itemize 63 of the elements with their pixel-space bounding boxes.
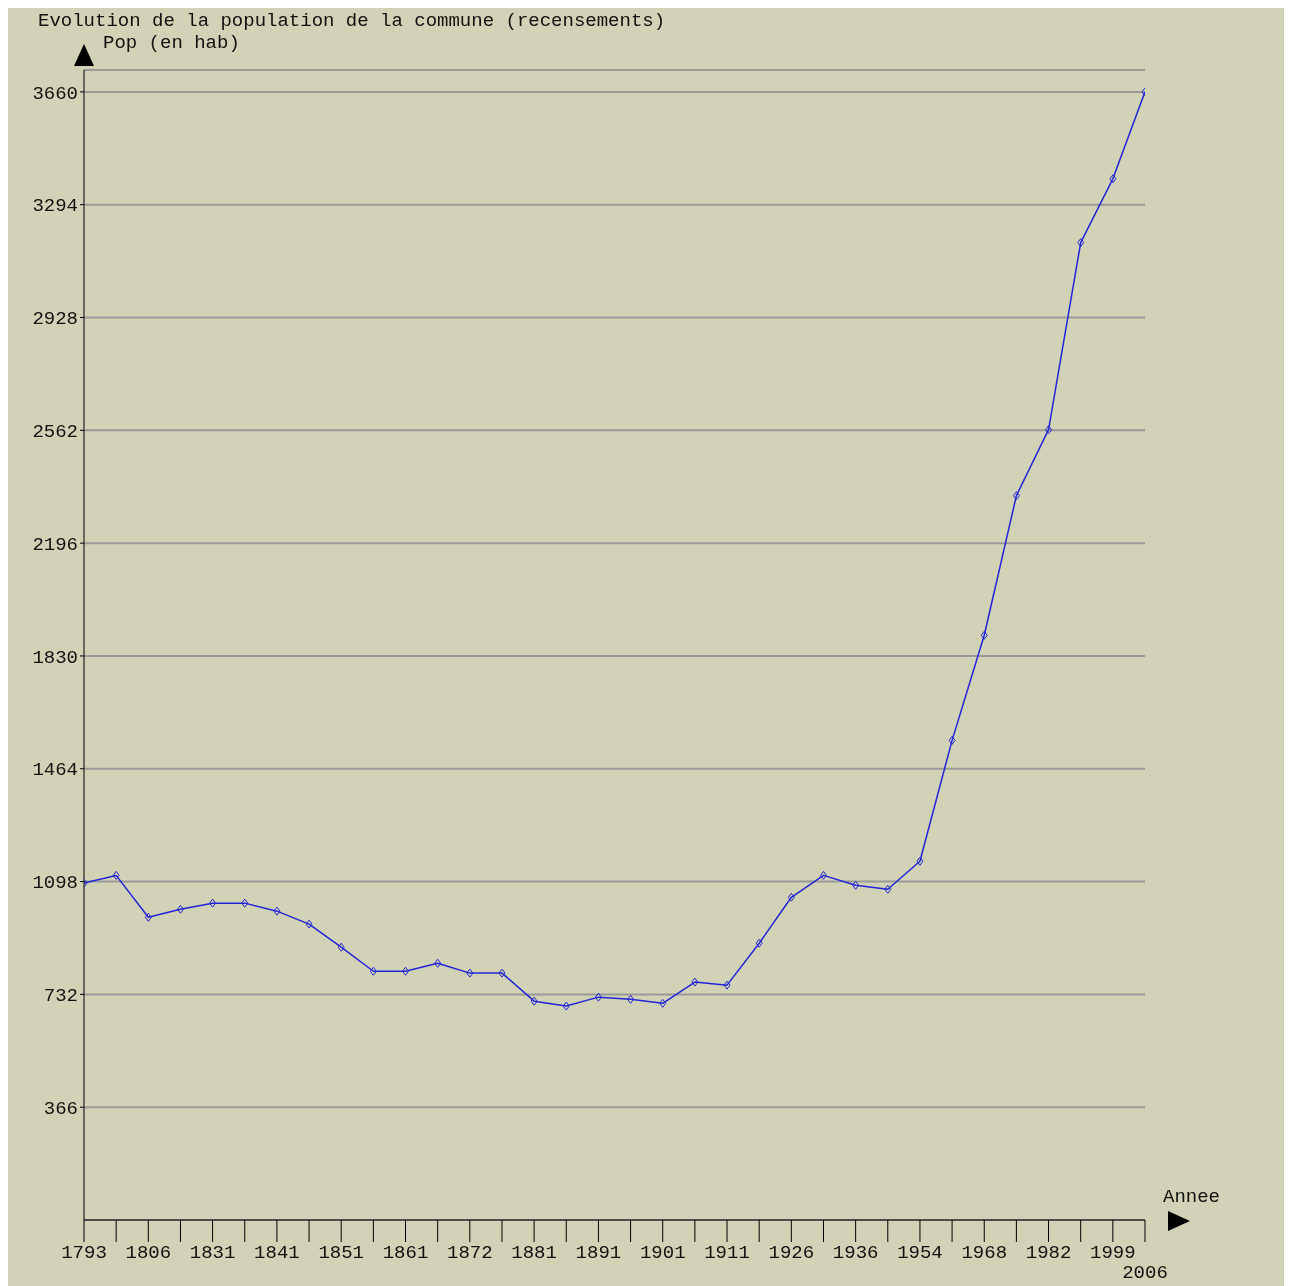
y-tick-label: 2562 — [32, 421, 78, 444]
point — [144, 912, 152, 922]
point — [369, 966, 377, 976]
x-tick-label: 1881 — [511, 1242, 557, 1264]
x-tick-label: 1891 — [575, 1242, 622, 1264]
point — [659, 998, 667, 1008]
point — [1077, 238, 1085, 248]
x-tick-label: 1861 — [382, 1242, 429, 1264]
point — [112, 870, 120, 880]
point — [819, 870, 827, 880]
x-axis-title: Annee — [1163, 1186, 1221, 1208]
point — [723, 980, 731, 990]
y-tick-label: 1098 — [32, 872, 78, 895]
point — [594, 992, 602, 1002]
point — [884, 884, 892, 894]
point — [691, 977, 699, 987]
point — [562, 1001, 570, 1011]
x-tick-label: 1954 — [897, 1242, 943, 1264]
point — [530, 996, 538, 1006]
point — [755, 938, 763, 948]
point — [852, 880, 860, 890]
point — [305, 919, 313, 929]
point — [209, 898, 217, 908]
y-tick-label: 1830 — [32, 646, 78, 669]
point — [273, 906, 281, 916]
x-tick-label: 1841 — [254, 1242, 300, 1264]
x-tick-label: 1901 — [639, 1242, 686, 1264]
x-tick-label: 1831 — [189, 1242, 236, 1264]
x-tick-label: 1806 — [125, 1242, 172, 1264]
y-tick-label: 2928 — [32, 308, 78, 331]
x-tick-label: 1851 — [318, 1242, 365, 1264]
point — [466, 968, 474, 978]
x-tick-label: 1911 — [704, 1242, 750, 1264]
y-tick-label: 2196 — [32, 533, 78, 556]
point — [627, 994, 635, 1004]
point — [948, 735, 956, 745]
x-tick-label: 1999 — [1090, 1242, 1136, 1264]
y-tick-label: 3660 — [32, 82, 78, 105]
point — [1109, 174, 1117, 184]
y-axis-title: Pop (en hab) — [103, 32, 240, 54]
y-tick-label: 366 — [43, 1097, 78, 1120]
x-tick-label: 1936 — [832, 1242, 879, 1264]
point — [337, 942, 345, 952]
point — [434, 958, 442, 968]
x-tick-label: 1968 — [961, 1242, 1008, 1264]
x-tick-label: 2006 — [1122, 1262, 1168, 1284]
y-tick-label: 1464 — [32, 759, 78, 782]
y-tick-label: 3294 — [32, 195, 78, 218]
point — [1045, 425, 1053, 435]
point — [1012, 491, 1020, 501]
point — [402, 966, 410, 976]
point — [176, 904, 184, 914]
x-tick-label: 1926 — [768, 1242, 815, 1264]
point — [241, 898, 249, 908]
x-tick-label: 1982 — [1025, 1242, 1072, 1264]
x-tick-label: 1793 — [61, 1242, 107, 1264]
x-tick-label: 1872 — [447, 1242, 493, 1264]
point — [980, 630, 988, 640]
chart-title: Evolution de la population de la commune (recensements) — [38, 10, 666, 32]
point — [787, 892, 795, 902]
y-tick-label: 732 — [43, 985, 78, 1008]
point — [916, 856, 924, 866]
point — [498, 968, 506, 978]
